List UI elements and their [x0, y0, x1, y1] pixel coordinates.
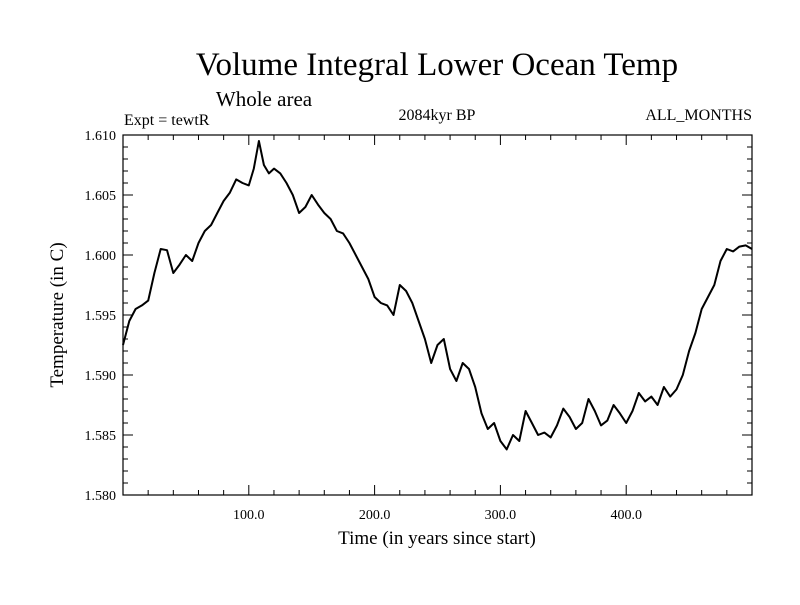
y-tick-label: 1.590 [85, 369, 117, 384]
y-tick-label: 1.595 [85, 309, 117, 324]
x-tick-label: 400.0 [610, 508, 642, 523]
temperature-series-line [122, 140, 753, 451]
months-label: ALL_MONTHS [645, 107, 752, 124]
period-label: 2084kyr BP [399, 107, 476, 124]
y-tick-label: 1.600 [85, 249, 117, 264]
x-tick-label: 100.0 [233, 508, 265, 523]
x-tick-label: 300.0 [485, 508, 517, 523]
experiment-label: Expt = tewtR [124, 112, 210, 129]
y-tick-label: 1.580 [85, 489, 117, 504]
x-tick-label: 200.0 [359, 508, 391, 523]
y-tick-label: 1.585 [85, 429, 117, 444]
chart-subtitle: Whole area [216, 87, 313, 111]
x-axis: 100.0 200.0 300.0 400.0 [147, 135, 728, 523]
y-axis: 1.580 1.585 1.590 1.595 1.600 1.605 1.610 [85, 129, 752, 504]
y-axis-label: Temperature (in C) [47, 242, 68, 387]
y-tick-label: 1.605 [85, 189, 117, 204]
x-axis-label: Time (in years since start) [338, 528, 536, 549]
plot-frame [122, 134, 753, 496]
y-tick-label: 1.610 [85, 129, 117, 144]
chart-title: Volume Integral Lower Ocean Temp [196, 47, 678, 83]
